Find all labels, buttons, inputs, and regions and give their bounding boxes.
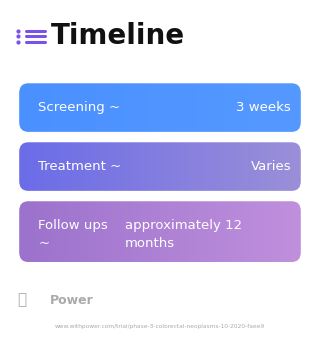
Text: months: months — [125, 237, 175, 250]
Text: 3 weeks: 3 weeks — [236, 101, 291, 114]
Text: Ⓟ: Ⓟ — [18, 293, 27, 308]
Text: www.withpower.com/trial/phase-3-colorectal-neoplasms-10-2020-faee9: www.withpower.com/trial/phase-3-colorect… — [55, 324, 265, 329]
Text: Follow ups: Follow ups — [38, 219, 108, 231]
Text: Screening ~: Screening ~ — [38, 101, 121, 114]
Text: Varies: Varies — [251, 160, 291, 173]
Text: approximately 12: approximately 12 — [125, 219, 242, 231]
Text: Power: Power — [50, 294, 93, 307]
Text: Treatment ~: Treatment ~ — [38, 160, 122, 173]
Text: Timeline: Timeline — [51, 22, 185, 50]
Text: ~: ~ — [38, 237, 50, 250]
